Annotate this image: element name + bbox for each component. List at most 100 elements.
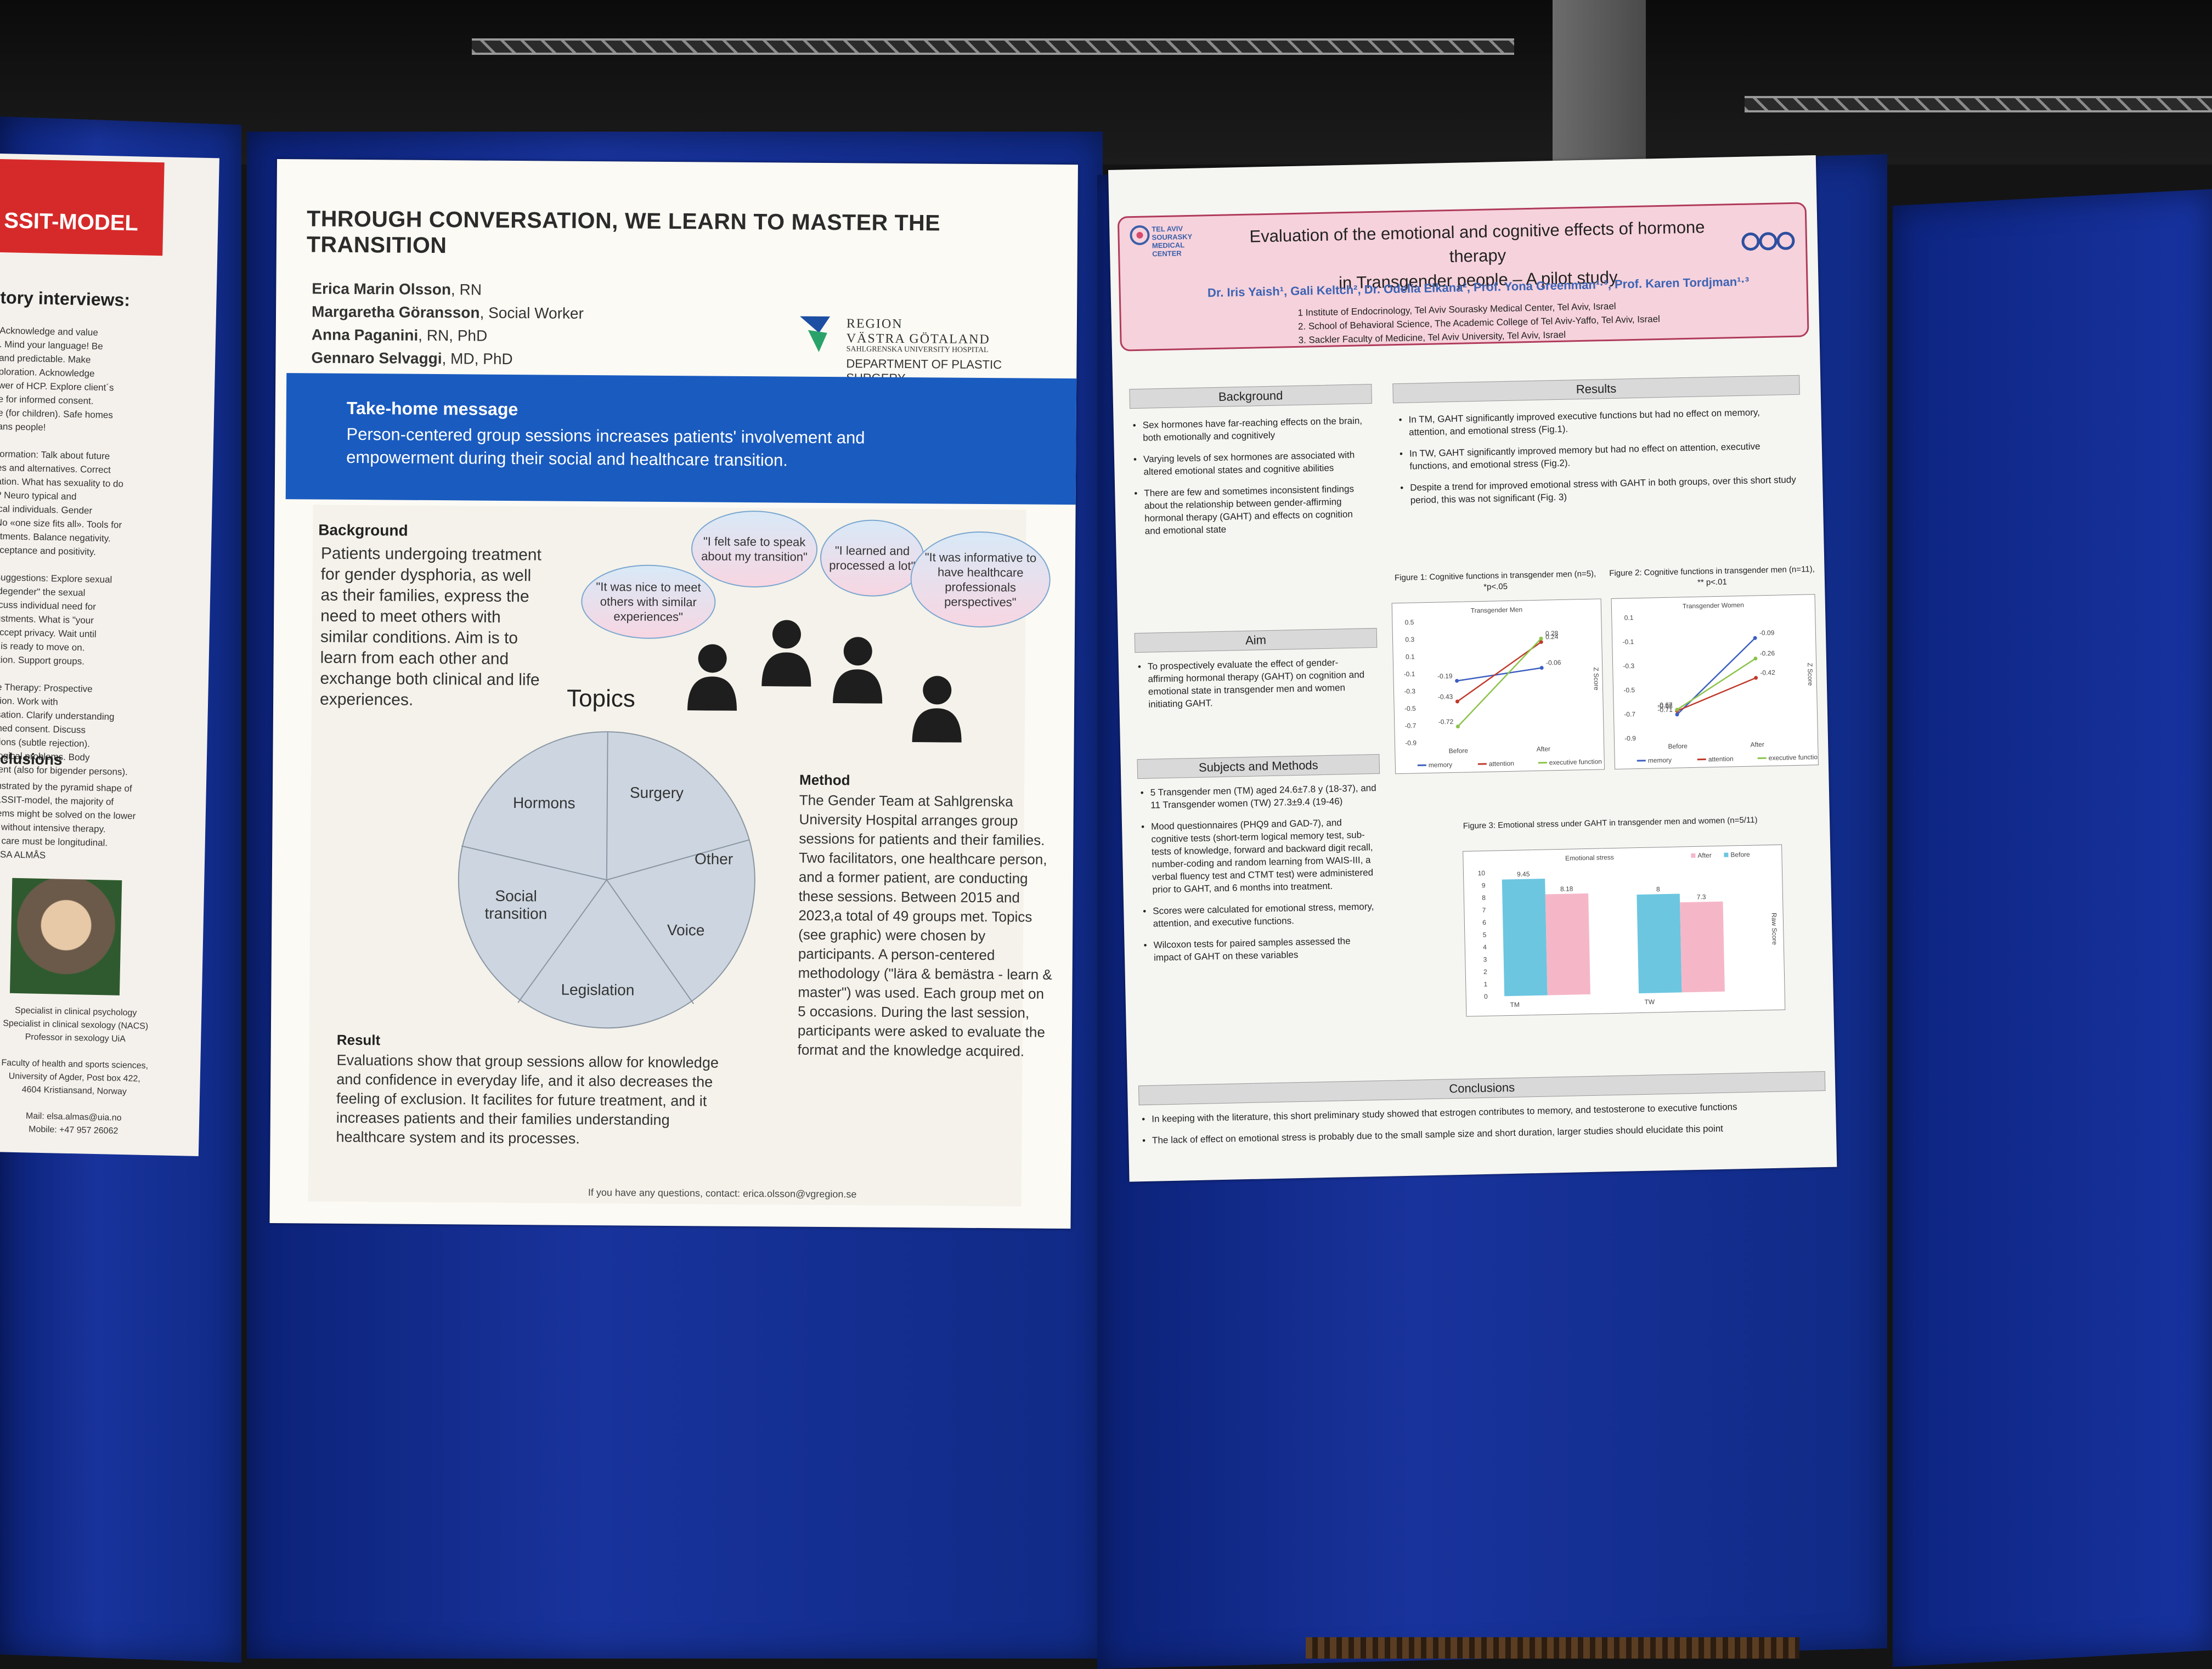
y-axis-label: Z Score <box>1806 663 1814 686</box>
series-line-attention <box>1677 678 1757 711</box>
pie-slice-label: Legislation <box>561 981 634 999</box>
data-label: -0.06 <box>1546 659 1561 667</box>
bar-before-TW <box>1637 893 1681 993</box>
results-header: Results <box>1392 375 1800 404</box>
pie-slice-label: Other <box>695 850 733 867</box>
author-line: Margaretha Göransson, Social Worker <box>312 303 584 322</box>
y-tick-label: 8 <box>1482 894 1486 902</box>
data-label: -0.43 <box>1438 693 1453 701</box>
author-line: Gennaro Selvaggi, MD, PhD <box>311 349 512 368</box>
data-label: -0.09 <box>1759 629 1775 637</box>
carpet-floor <box>1306 1637 1799 1659</box>
legend-entry: attention <box>1708 755 1734 763</box>
data-label: -0.42 <box>1760 669 1775 677</box>
methods-points: 5 Transgender men (TM) aged 24.6±7.8 y (… <box>1141 782 1380 973</box>
method-text: The Gender Team at Sahlgrenska Universit… <box>798 791 1057 1061</box>
pie-slice-label: Surgery <box>630 784 684 802</box>
data-point <box>1754 676 1758 680</box>
result-title: Result <box>337 1032 381 1049</box>
y-tick-label: 10 <box>1477 869 1485 877</box>
figure-2-caption: Figure 2: Cognitive functions in transge… <box>1605 564 1819 590</box>
poster-middle: THROUGH CONVERSATION, WE LEARN TO MASTER… <box>269 159 1078 1229</box>
topics-title: Topics <box>567 685 635 713</box>
y-tick-label: 7 <box>1482 906 1486 914</box>
series-line-executive-function <box>1676 659 1757 710</box>
section-title: tory interviews: <box>0 291 159 308</box>
data-label: -0.26 <box>1760 649 1775 658</box>
y-tick-label: 0.3 <box>1405 636 1414 643</box>
background-title: Background <box>318 522 408 540</box>
data-point <box>1455 679 1459 683</box>
legend-swatch <box>1691 853 1695 858</box>
hospital-logo: TEL AVIV SOURASKY MEDICAL CENTER <box>1128 223 1212 268</box>
bar-after-TM <box>1545 893 1590 995</box>
x-tick-label: TW <box>1644 998 1655 1005</box>
person-icon <box>910 671 965 743</box>
conclusions-title: nclusions <box>0 751 150 768</box>
take-home-title: Take-home message <box>347 398 518 420</box>
y-tick-label: 4 <box>1483 943 1487 951</box>
conclusions-header: Conclusions <box>1138 1071 1825 1105</box>
data-label: 9.45 <box>1517 870 1530 878</box>
legend-entry: memory <box>1648 756 1672 765</box>
poster-right: TEL AVIV SOURASKY MEDICAL CENTER Evaluat… <box>1108 155 1837 1182</box>
display-panel-far <box>1893 189 2212 1667</box>
figure-1-caption: Figure 1: Cognitive functions in transge… <box>1385 568 1605 595</box>
x-tick-label: After <box>1536 745 1550 753</box>
background-header: Background <box>1129 384 1372 409</box>
y-tick-label: -0.1 <box>1622 638 1634 646</box>
aim-points: To prospectively evaluate the effect of … <box>1138 655 1375 720</box>
quote-bubble: "It was nice to meet others with similar… <box>581 564 716 640</box>
y-tick-label: -0.5 <box>1623 686 1635 694</box>
person-icon <box>685 639 740 711</box>
author-line: Anna Paganini, RN, PhD <box>312 326 488 344</box>
x-tick-label: Before <box>1668 742 1688 750</box>
text-line: ELSA ALMÅS <box>0 847 148 864</box>
y-tick-label: -0.1 <box>1404 670 1415 678</box>
quote-bubble: "I felt safe to speak about my transitio… <box>691 510 818 588</box>
figure-3-caption: Figure 3: Emotional stress under GAHT in… <box>1457 814 1764 832</box>
legend-entry: After <box>1697 851 1712 859</box>
y-tick-label: 2 <box>1483 968 1487 976</box>
poster-header: SSIT-MODEL <box>0 159 165 256</box>
bar-before-TM <box>1502 879 1548 996</box>
y-tick-label: -0.3 <box>1623 662 1634 670</box>
y-tick-label: -0.7 <box>1405 722 1417 729</box>
y-tick-label: 5 <box>1483 931 1487 938</box>
chart-title: Transgender Women <box>1683 601 1744 610</box>
take-home-message: Person-centered group sessions increases… <box>346 423 950 473</box>
y-tick-label: 6 <box>1482 919 1486 926</box>
chart-title: Transgender Men <box>1471 606 1523 614</box>
legend-entry: executive function <box>1769 753 1818 762</box>
aim-header: Aim <box>1135 628 1378 653</box>
data-label: -0.67 <box>1657 701 1673 709</box>
region-logo-symbol <box>797 311 842 355</box>
legend-entry: Before <box>1730 851 1750 859</box>
pie-slice-label: Hormons <box>513 794 575 812</box>
line-chart: Transgender Men-0.9-0.7-0.5-0.3-0.10.10.… <box>1392 599 1604 773</box>
legend-entry: executive function <box>1549 757 1602 766</box>
data-label: 0.28 <box>1545 630 1559 637</box>
university-logo <box>1740 227 1801 261</box>
author-line: Erica Marin Olsson, RN <box>312 280 482 298</box>
body-text: Acknowledge and value. Mind your languag… <box>0 324 159 779</box>
method-title: Method <box>799 772 850 789</box>
y-tick-label: 0.5 <box>1405 619 1414 626</box>
quote-bubble: "It was informative to have healthcare p… <box>910 531 1051 628</box>
topics-pie-chart: Hormons Surgery Other Voice Legislation … <box>452 725 761 1034</box>
author-photo <box>10 878 122 995</box>
legend-entry: memory <box>1429 761 1453 769</box>
quote-bubble: "I learned and processed a lot" <box>820 519 924 597</box>
contact-line: If you have any questions, contact: eric… <box>588 1187 857 1200</box>
legend-swatch <box>1724 853 1728 857</box>
results-points: In TM, GAHT significantly improved execu… <box>1398 405 1801 516</box>
x-tick-label: TM <box>1510 1001 1520 1009</box>
y-tick-label: -0.9 <box>1405 739 1417 746</box>
result-text: Evaluations show that group sessions all… <box>336 1051 731 1150</box>
chart-title: Emotional stress <box>1565 853 1614 862</box>
x-tick-label: After <box>1750 740 1764 749</box>
